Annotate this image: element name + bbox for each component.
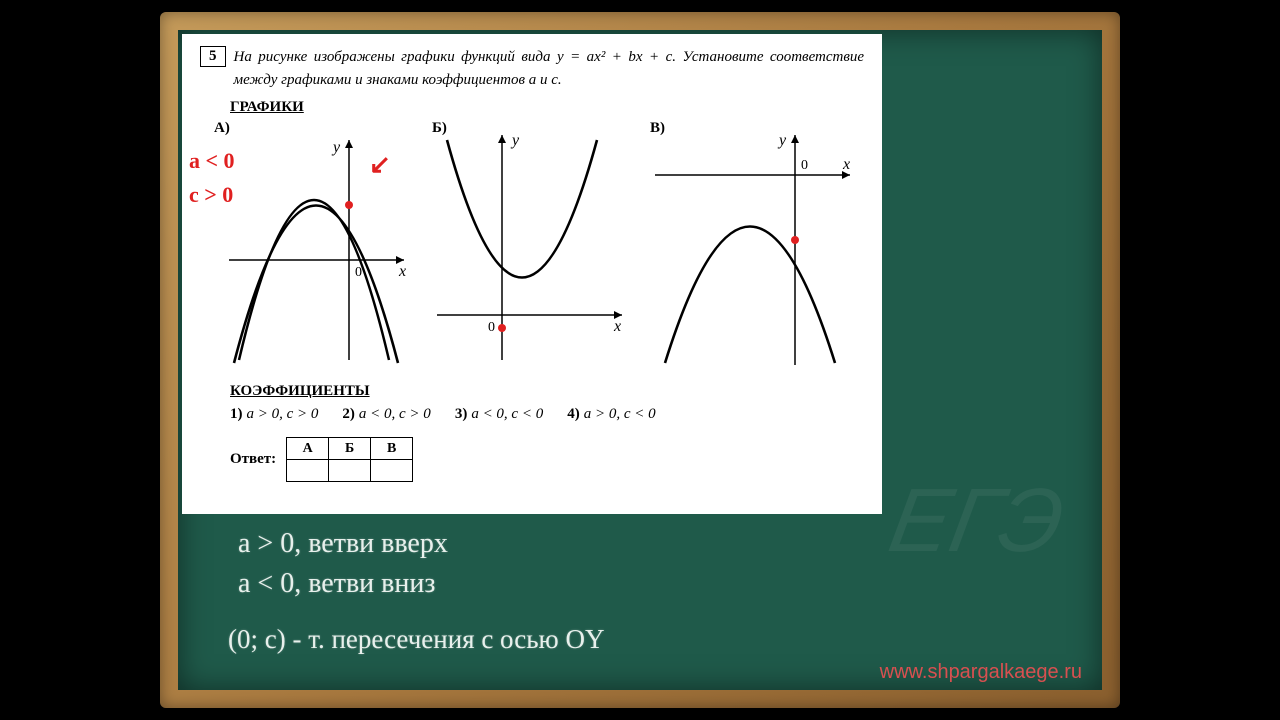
answer-label: Ответ: bbox=[230, 451, 276, 468]
task-header: 5 На рисунке изображены графики функций … bbox=[200, 46, 864, 91]
graph-b: Б) x y 0 bbox=[422, 120, 632, 375]
graph-c: В) x y 0 bbox=[640, 120, 860, 375]
chalk-line-3: (0; c) - т. пересечения с осью OY bbox=[228, 624, 604, 655]
coef-2: 2)a < 0, c > 0 bbox=[342, 406, 430, 423]
graph-c-svg: x y 0 bbox=[640, 120, 860, 370]
answer-header-a: А bbox=[287, 438, 329, 460]
graph-c-label: В) bbox=[650, 120, 665, 137]
parabola-a bbox=[234, 206, 398, 364]
origin: 0 bbox=[488, 320, 495, 335]
task-paper: 5 На рисунке изображены графики функций … bbox=[182, 34, 882, 514]
graph-b-svg: x y 0 bbox=[422, 120, 632, 370]
task-number: 5 bbox=[200, 46, 226, 67]
origin: 0 bbox=[801, 158, 808, 173]
background-watermark: ЕГЭ bbox=[881, 470, 1071, 573]
red-dot-c bbox=[791, 236, 799, 244]
blackboard-frame: ЕГЭ 5 На рисунке изображены графики функ… bbox=[160, 12, 1120, 708]
parabola-c bbox=[665, 227, 835, 364]
red-annot-a: a < 0 bbox=[189, 148, 235, 174]
answer-cell-c[interactable] bbox=[371, 460, 413, 482]
axis-y: y bbox=[777, 132, 787, 149]
origin: 0 bbox=[355, 265, 362, 280]
red-dot-a bbox=[345, 201, 353, 209]
task-text: На рисунке изображены графики функций ви… bbox=[234, 46, 865, 91]
graphs-title: ГРАФИКИ bbox=[230, 99, 864, 116]
answer-header-b: Б bbox=[329, 438, 371, 460]
answer-row: Ответ: А Б В bbox=[230, 437, 864, 482]
coef-3: 3)a < 0, c < 0 bbox=[455, 406, 543, 423]
graph-b-label: Б) bbox=[432, 120, 447, 137]
chalk-line-1: a > 0, ветви вверх bbox=[238, 528, 448, 560]
graph-a-label: А) bbox=[214, 120, 230, 137]
axis-x: x bbox=[842, 156, 850, 173]
red-annot-c: c > 0 bbox=[189, 182, 233, 208]
coefs-title: КОЭФФИЦИЕНТЫ bbox=[230, 383, 864, 400]
answer-cell-b[interactable] bbox=[329, 460, 371, 482]
axis-y: y bbox=[510, 132, 520, 149]
chalk-line-2: a < 0, ветви вниз bbox=[238, 568, 435, 600]
coef-4: 4)a > 0, c < 0 bbox=[567, 406, 655, 423]
answer-table: А Б В bbox=[286, 437, 413, 482]
red-dot-b bbox=[498, 324, 506, 332]
answer-header-c: В bbox=[371, 438, 413, 460]
parabola-b bbox=[447, 140, 597, 278]
red-arrow-icon: ↙ bbox=[369, 150, 391, 180]
answer-cell-a[interactable] bbox=[287, 460, 329, 482]
axis-x: x bbox=[398, 263, 406, 280]
axis-x: x bbox=[613, 318, 621, 335]
coefs-row: 1)a > 0, c > 0 2)a < 0, c > 0 3)a < 0, c… bbox=[230, 406, 864, 423]
task-vars: a и c. bbox=[529, 72, 562, 88]
coef-1: 1)a > 0, c > 0 bbox=[230, 406, 318, 423]
site-watermark: www.shpargalkaege.ru bbox=[880, 661, 1082, 684]
graph-a: А) a < 0 c > 0 ↙ x y 0 bbox=[204, 120, 414, 375]
axis-y: y bbox=[331, 139, 341, 156]
graphs-row: А) a < 0 c > 0 ↙ x y 0 bbox=[200, 120, 864, 375]
task-formula: y = ax² + bx + c. bbox=[557, 49, 676, 65]
blackboard: ЕГЭ 5 На рисунке изображены графики функ… bbox=[178, 30, 1102, 690]
task-text-pre: На рисунке изображены графики функций ви… bbox=[234, 49, 557, 65]
